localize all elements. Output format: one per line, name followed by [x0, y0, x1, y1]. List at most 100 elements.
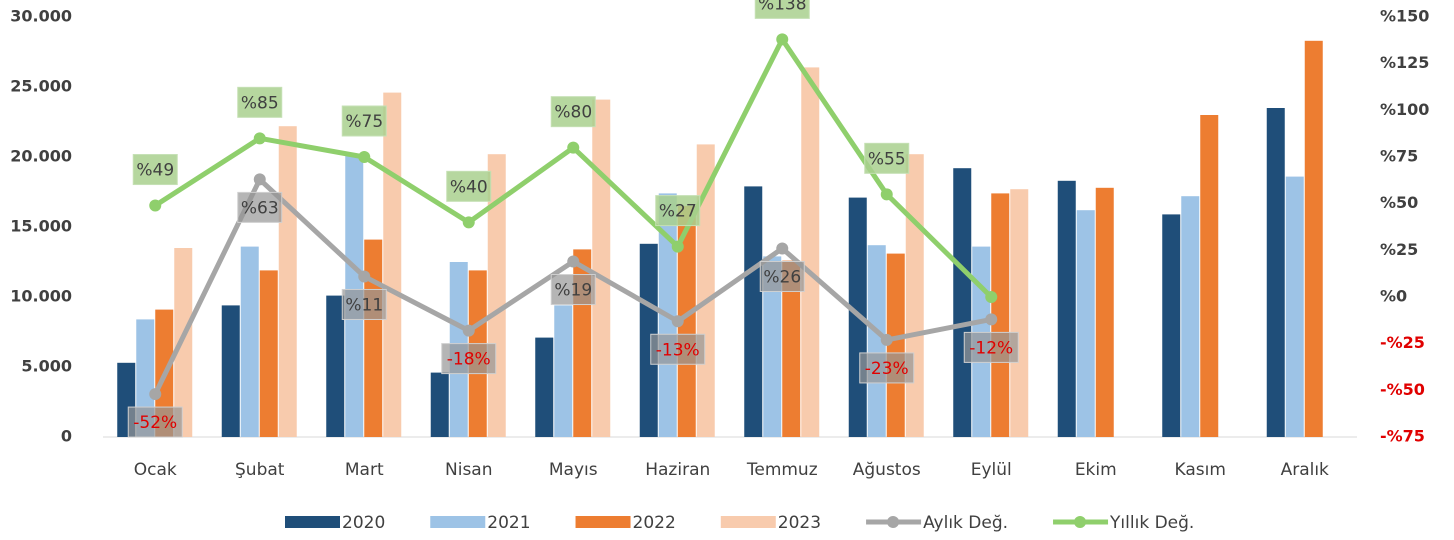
data-label: %27	[659, 202, 697, 222]
y2-tick-label: %125	[1380, 53, 1429, 72]
line-point	[462, 324, 475, 337]
line-point	[567, 141, 580, 154]
line-point	[358, 151, 371, 163]
label-box	[446, 170, 492, 202]
label-box	[237, 86, 283, 118]
x-tick-label: Şubat	[235, 460, 285, 480]
line-point	[567, 255, 580, 268]
legend-label: 2022	[633, 513, 676, 533]
bar	[1057, 180, 1076, 438]
bar	[592, 99, 611, 437]
line-point	[776, 242, 789, 255]
legend-swatch	[430, 516, 486, 528]
bar	[1095, 187, 1114, 437]
bar	[886, 253, 905, 437]
bar	[867, 245, 886, 437]
x-tick-label: Eylül	[971, 460, 1012, 480]
x-tick-label: Ekim	[1075, 460, 1117, 480]
label-box	[237, 191, 283, 223]
legend-swatch	[720, 516, 776, 528]
line-point	[149, 388, 162, 401]
data-label: -23%	[865, 359, 909, 379]
bar	[639, 243, 658, 437]
bar	[240, 246, 259, 437]
data-label: -52%	[133, 413, 177, 433]
data-label: -18%	[447, 350, 491, 370]
label-box	[341, 105, 387, 137]
y2-tick-label: -%25	[1380, 333, 1425, 352]
line-point	[776, 33, 789, 46]
x-tick-label: Mart	[345, 460, 384, 480]
x-tick-label: Mayıs	[549, 460, 598, 480]
bar	[383, 92, 402, 437]
bar	[430, 372, 449, 437]
bar	[554, 305, 573, 437]
bar	[1285, 176, 1304, 437]
data-label: %49	[136, 161, 174, 181]
line-point	[880, 333, 893, 346]
label-box	[655, 195, 701, 227]
legend-swatch	[285, 516, 340, 528]
x-tick-label: Kasım	[1175, 460, 1226, 480]
bar	[677, 206, 696, 437]
y2-tick-label: %25	[1380, 240, 1418, 259]
bar	[991, 193, 1010, 437]
data-label: %80	[554, 103, 592, 123]
data-label: %85	[241, 93, 279, 113]
data-label: %75	[345, 112, 383, 132]
legend-label: Yıllık Değ.	[1109, 513, 1194, 533]
data-label: %63	[241, 198, 279, 218]
y2-tick-label: %0	[1380, 287, 1407, 306]
bar	[763, 256, 782, 437]
line-point	[253, 173, 266, 186]
x-tick-label: Temmuz	[746, 460, 818, 480]
data-label: %26	[763, 267, 801, 287]
legend-label: 2021	[487, 513, 530, 533]
y-tick-label: 5.000	[21, 357, 72, 376]
label-box	[754, 0, 810, 19]
y-tick-label: 30.000	[10, 7, 72, 26]
x-tick-label: Ağustos	[853, 460, 921, 480]
legend-swatch	[887, 516, 900, 528]
legend-swatch	[1074, 516, 1087, 528]
data-label: -13%	[656, 340, 700, 360]
bar	[1076, 210, 1095, 437]
bar	[1162, 214, 1181, 437]
line-point	[985, 291, 998, 303]
bar	[953, 168, 972, 437]
label-box	[127, 406, 183, 438]
bar	[326, 295, 345, 437]
x-tick-label: Haziran	[645, 460, 710, 480]
bar	[1304, 40, 1323, 438]
label-box	[963, 331, 1019, 363]
label-box	[864, 142, 910, 174]
label-box	[759, 260, 805, 292]
y2-tick-label: %150	[1380, 7, 1429, 26]
y2-tick-label: %75	[1380, 147, 1418, 166]
x-tick-label: Ocak	[134, 460, 177, 480]
bar	[221, 305, 240, 437]
line-point	[880, 188, 893, 201]
legend-label: 2023	[778, 513, 821, 533]
bar	[801, 67, 820, 438]
bar	[259, 270, 278, 437]
y2-tick-label: -%75	[1380, 427, 1425, 446]
bar	[782, 260, 801, 437]
y2-tick-label: -%50	[1380, 380, 1425, 399]
line-point	[671, 240, 684, 253]
line-point	[462, 216, 475, 229]
line-point	[671, 315, 684, 328]
label-box	[132, 154, 178, 186]
label-box	[650, 333, 706, 365]
data-label: %11	[345, 295, 383, 315]
line-point	[985, 313, 998, 326]
bar	[905, 154, 924, 437]
y-tick-label: 10.000	[10, 287, 72, 306]
bar	[364, 239, 383, 437]
y-tick-label: 25.000	[10, 77, 72, 96]
bar	[535, 337, 554, 437]
data-label: -12%	[969, 338, 1013, 358]
bar	[1266, 108, 1285, 437]
data-label: %19	[554, 281, 592, 301]
bar	[278, 126, 297, 437]
